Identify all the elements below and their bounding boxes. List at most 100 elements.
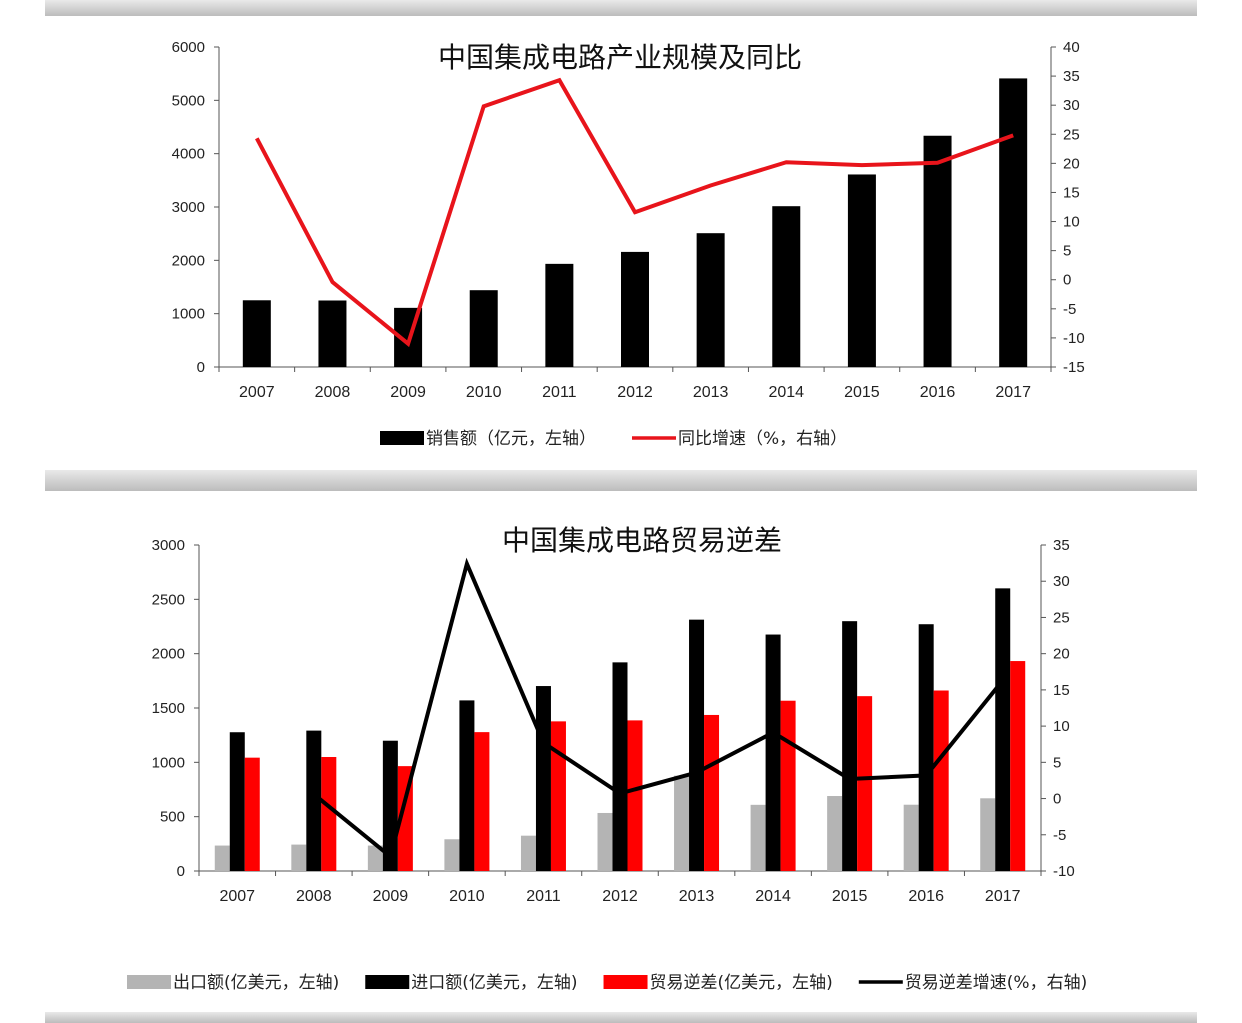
x-tick-label: 2017 [985, 888, 1021, 905]
right-tick-label: 30 [1053, 573, 1070, 590]
x-tick-label: 2007 [239, 384, 275, 401]
x-tick-label: 2016 [908, 888, 944, 905]
x-tick-label: 2008 [315, 384, 351, 401]
chart-title: 中国集成电路贸易逆差 [502, 524, 782, 557]
right-tick-label: 15 [1063, 184, 1080, 201]
legend-label: 出口额(亿美元，左轴) [173, 973, 339, 993]
bar [772, 206, 801, 367]
bar [291, 844, 307, 871]
x-tick-label: 2011 [526, 888, 561, 905]
bar [923, 135, 952, 367]
bar [689, 619, 705, 871]
x-tick-label: 2017 [995, 384, 1031, 401]
right-tick-label: -15 [1063, 359, 1085, 376]
left-tick-label: 3000 [172, 199, 205, 216]
bar [765, 634, 781, 871]
left-tick-label: 5000 [172, 92, 205, 109]
right-tick-label: 10 [1053, 718, 1070, 735]
bar [999, 78, 1028, 367]
bar [1010, 661, 1026, 871]
x-tick-label: 2010 [466, 384, 502, 401]
bar [704, 714, 720, 871]
right-tick-label: -5 [1053, 827, 1066, 844]
x-tick-label: 2016 [920, 384, 956, 401]
right-tick-label: 5 [1053, 754, 1061, 771]
right-tick-label: 25 [1053, 609, 1070, 626]
bar [903, 804, 919, 871]
bar [550, 721, 566, 871]
x-tick-label: 2009 [373, 888, 409, 905]
bar [545, 263, 574, 367]
bar [474, 732, 490, 871]
bar [318, 300, 347, 367]
legend-swatch [603, 975, 648, 989]
left-tick-label: 0 [197, 359, 205, 376]
bar [469, 290, 498, 367]
bar [597, 812, 613, 871]
bar [612, 662, 628, 871]
right-tick-label: 5 [1063, 243, 1071, 260]
bar [780, 700, 796, 871]
bar [444, 839, 460, 871]
bar [535, 686, 551, 871]
bar [459, 700, 475, 871]
right-tick-label: 0 [1053, 791, 1061, 808]
chart-trade-deficit: 中国集成电路贸易逆差 0 500 1000 1500 2000 2500 3000 -10 -5 0… [127, 524, 1087, 993]
chart-title: 中国集成电路产业规模及同比 [438, 41, 802, 74]
bar [229, 732, 245, 871]
x-tick-label: 2015 [844, 384, 880, 401]
legend-swatch [127, 975, 171, 989]
bar [933, 690, 949, 871]
legend-label: 销售额（亿元，左轴） [426, 429, 596, 449]
legend-label: 贸易逆差(亿美元，左轴) [650, 973, 833, 993]
left-tick-label: 4000 [172, 146, 205, 163]
bar [367, 845, 383, 871]
x-tick-label: 2007 [219, 888, 255, 905]
x-tick-label: 2010 [449, 888, 485, 905]
bar [627, 720, 643, 871]
bar [842, 621, 858, 871]
left-tick-label: 1000 [172, 306, 205, 323]
x-tick-label: 2009 [390, 384, 426, 401]
right-tick-label: -10 [1063, 330, 1085, 347]
series-line [255, 77, 1014, 348]
bar [306, 730, 322, 871]
left-tick-label: 500 [160, 809, 185, 826]
x-tick-label: 2012 [617, 384, 653, 401]
left-tick-label: 2000 [172, 252, 205, 269]
left-tick-label: 2000 [152, 646, 185, 663]
legend-swatch [380, 431, 424, 445]
bar [918, 624, 934, 871]
bar [847, 174, 876, 367]
bar [995, 588, 1011, 871]
bar [857, 696, 873, 871]
bar [214, 845, 230, 871]
x-tick-label: 2011 [542, 384, 577, 401]
x-tick-label: 2008 [296, 888, 332, 905]
x-tick-label: 2014 [755, 888, 791, 905]
legend-label: 贸易逆差增速(%，右轴) [905, 973, 1087, 993]
right-tick-label: 10 [1063, 214, 1080, 231]
bar [750, 804, 766, 871]
right-tick-label: 40 [1063, 39, 1080, 56]
right-tick-label: 35 [1063, 68, 1080, 85]
x-tick-label: 2012 [602, 888, 638, 905]
middle-divider-band [45, 470, 1197, 491]
top-divider-band [45, 0, 1197, 16]
bottom-divider-band [45, 1012, 1197, 1023]
bar [321, 757, 337, 871]
x-tick-label: 2013 [679, 888, 715, 905]
right-tick-label: 30 [1063, 97, 1080, 114]
bar [242, 300, 271, 367]
right-tick-label: 20 [1053, 646, 1070, 663]
left-tick-label: 1000 [152, 754, 185, 771]
legend-label: 同比增速（%，右轴） [678, 429, 847, 449]
left-tick-label: 0 [177, 863, 185, 880]
legend-swatch [365, 975, 410, 989]
right-tick-label: -10 [1053, 863, 1075, 880]
bar [980, 798, 996, 871]
bar [696, 233, 725, 367]
x-tick-label: 2015 [832, 888, 868, 905]
right-tick-label: -5 [1063, 301, 1076, 318]
